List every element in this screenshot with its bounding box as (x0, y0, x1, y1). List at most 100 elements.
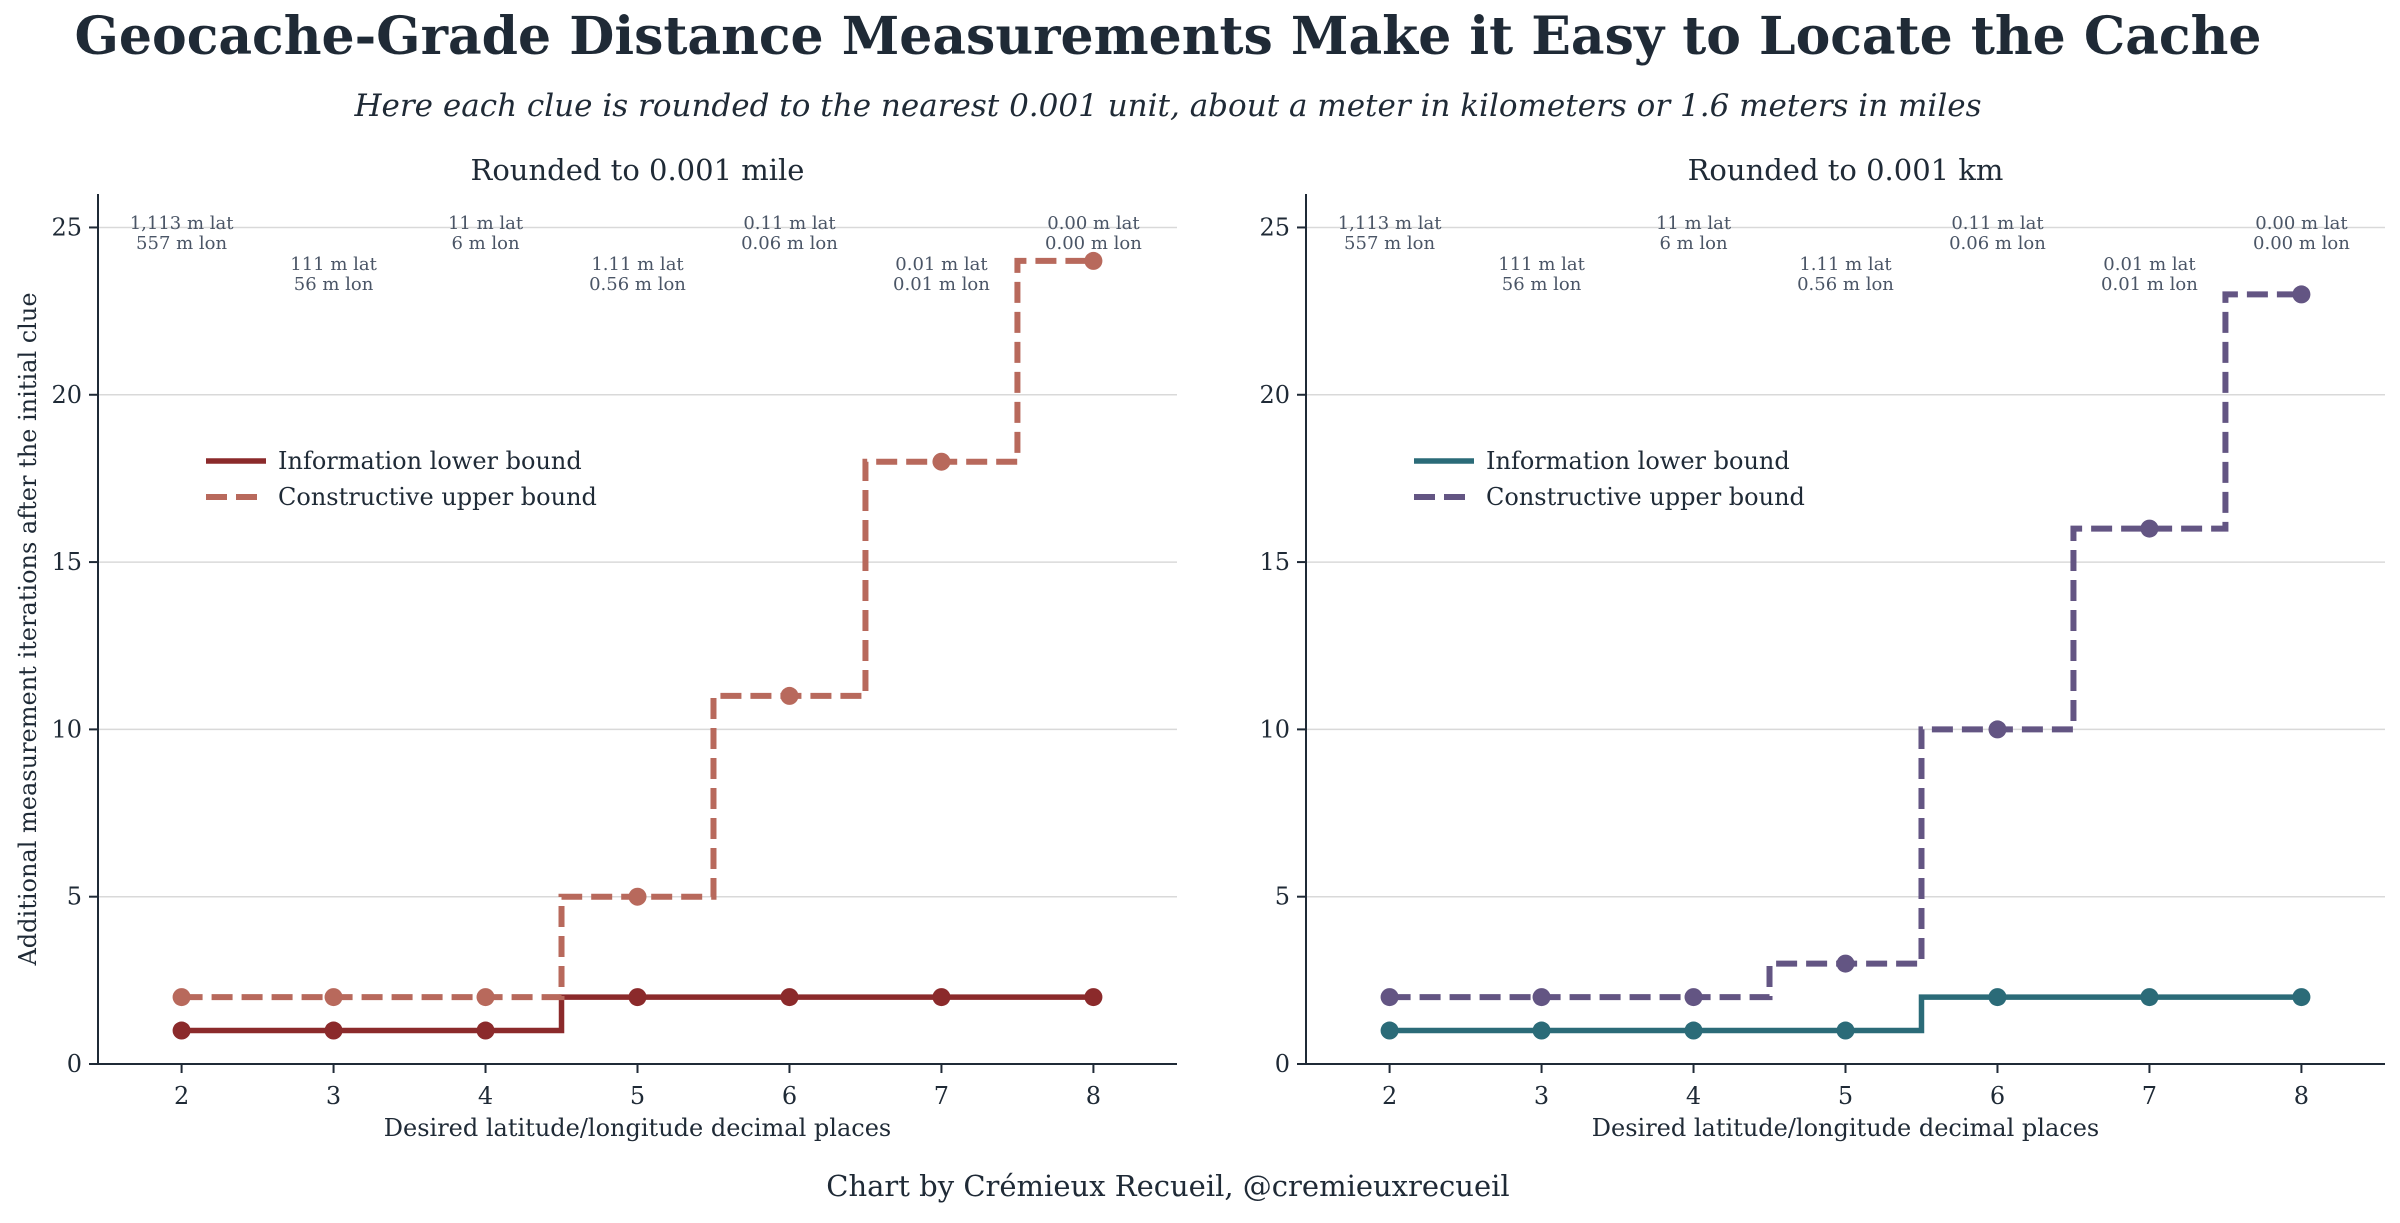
annotation-lon: 0.56 m lon (1797, 274, 1894, 295)
data-point (1532, 988, 1551, 1007)
panel-title: Rounded to 0.001 mile (471, 153, 805, 187)
annotation-lon: 0.01 m lon (2101, 274, 2198, 295)
y-tick-label: 0 (1275, 1050, 1290, 1078)
x-tick-label: 2 (174, 1082, 189, 1110)
data-point (476, 988, 495, 1007)
data-point (1084, 251, 1103, 270)
series-line-upper-bound (1389, 291, 2302, 1001)
data-point (1380, 988, 1399, 1007)
x-tick-label: 5 (1838, 1082, 1853, 1110)
y-tick-label: 20 (1259, 381, 1290, 409)
data-point (2140, 988, 2159, 1007)
data-point (1988, 988, 2007, 1007)
annotation-lat: 0.00 m lat (1047, 213, 1140, 234)
annotation-lon: 6 m lon (451, 233, 520, 254)
chart-credit: Chart by Crémieux Recueil, @cremieuxrecu… (826, 1169, 1509, 1203)
legend-label: Information lower bound (278, 447, 582, 475)
annotation-lon: 0.06 m lon (1949, 233, 2046, 254)
y-tick-label: 15 (1259, 548, 1290, 576)
data-point (2292, 988, 2311, 1007)
data-point (780, 988, 799, 1007)
data-point (324, 1021, 343, 1040)
x-tick-label: 6 (1990, 1082, 2005, 1110)
x-tick-label: 3 (1534, 1082, 1549, 1110)
chart-subtitle: Here each clue is rounded to the nearest… (353, 88, 1981, 124)
data-point (628, 887, 647, 906)
y-tick-label: 15 (51, 548, 82, 576)
annotation-lat: 0.11 m lat (1951, 213, 2044, 234)
data-point (172, 988, 191, 1007)
annotation-lon: 0.00 m lon (2253, 233, 2350, 254)
annotation-lat: 111 m lat (1498, 254, 1585, 275)
annotation-lat: 0.01 m lat (2103, 254, 2196, 275)
y-tick-label: 5 (67, 883, 82, 911)
series-line-lower-bound (1389, 994, 2302, 1034)
x-tick-label: 8 (1086, 1082, 1101, 1110)
data-point (1684, 988, 1703, 1007)
y-tick-label: 10 (1259, 715, 1290, 743)
annotation-lat: 1,113 m lat (130, 213, 235, 234)
annotation-lon: 0.01 m lon (893, 274, 990, 295)
panel-title: Rounded to 0.001 km (1688, 153, 2004, 187)
annotation-lat: 0.00 m lat (2255, 213, 2348, 234)
y-tick-label: 25 (1259, 213, 1290, 241)
annotation-lat: 11 m lat (1656, 213, 1732, 234)
data-point (1084, 988, 1103, 1007)
data-point (1380, 1021, 1399, 1040)
y-axis-label: Additional measurement iterations after … (14, 292, 42, 966)
y-tick-label: 0 (67, 1050, 82, 1078)
annotation-lat: 1.11 m lat (1799, 254, 1892, 275)
data-point (2140, 519, 2159, 538)
data-point (628, 988, 647, 1007)
x-tick-label: 7 (934, 1082, 949, 1110)
x-tick-label: 8 (2294, 1082, 2309, 1110)
annotation-lat: 0.01 m lat (895, 254, 988, 275)
legend-label: Constructive upper bound (278, 483, 597, 511)
series-line-lower-bound (181, 994, 1094, 1034)
x-axis-label: Desired latitude/longitude decimal place… (384, 1114, 891, 1142)
annotation-lat: 1.11 m lat (591, 254, 684, 275)
y-tick-label: 10 (51, 715, 82, 743)
y-tick-label: 25 (51, 213, 82, 241)
annotation-lat: 0.11 m lat (743, 213, 836, 234)
x-tick-label: 5 (630, 1082, 645, 1110)
data-point (172, 1021, 191, 1040)
x-tick-label: 7 (2142, 1082, 2157, 1110)
annotation-lon: 56 m lon (294, 274, 374, 295)
data-point (1836, 1021, 1855, 1040)
series-line-upper-bound (181, 257, 1094, 1001)
annotation-lat: 11 m lat (448, 213, 524, 234)
data-point (1532, 1021, 1551, 1040)
data-point (1988, 720, 2007, 739)
annotation-lon: 0.06 m lon (741, 233, 838, 254)
x-tick-label: 4 (1686, 1082, 1701, 1110)
annotation-lon: 0.56 m lon (589, 274, 686, 295)
data-point (1836, 954, 1855, 973)
annotation-lon: 6 m lon (1659, 233, 1728, 254)
annotation-lat: 111 m lat (290, 254, 377, 275)
data-point (932, 452, 951, 471)
data-point (780, 686, 799, 705)
legend-label: Information lower bound (1486, 447, 1790, 475)
x-tick-label: 2 (1382, 1082, 1397, 1110)
data-point (324, 988, 343, 1007)
y-tick-label: 20 (51, 381, 82, 409)
data-point (2292, 285, 2311, 304)
chart-title: Geocache-Grade Distance Measurements Mak… (75, 6, 2262, 67)
data-point (476, 1021, 495, 1040)
legend-label: Constructive upper bound (1486, 483, 1805, 511)
annotation-lon: 56 m lon (1502, 274, 1582, 295)
annotation-lon: 0.00 m lon (1045, 233, 1142, 254)
y-tick-label: 5 (1275, 883, 1290, 911)
annotation-lon: 557 m lon (1344, 233, 1435, 254)
annotation-lon: 557 m lon (136, 233, 227, 254)
annotation-lat: 1,113 m lat (1338, 213, 1443, 234)
x-tick-label: 3 (326, 1082, 341, 1110)
data-point (1684, 1021, 1703, 1040)
x-tick-label: 4 (478, 1082, 493, 1110)
